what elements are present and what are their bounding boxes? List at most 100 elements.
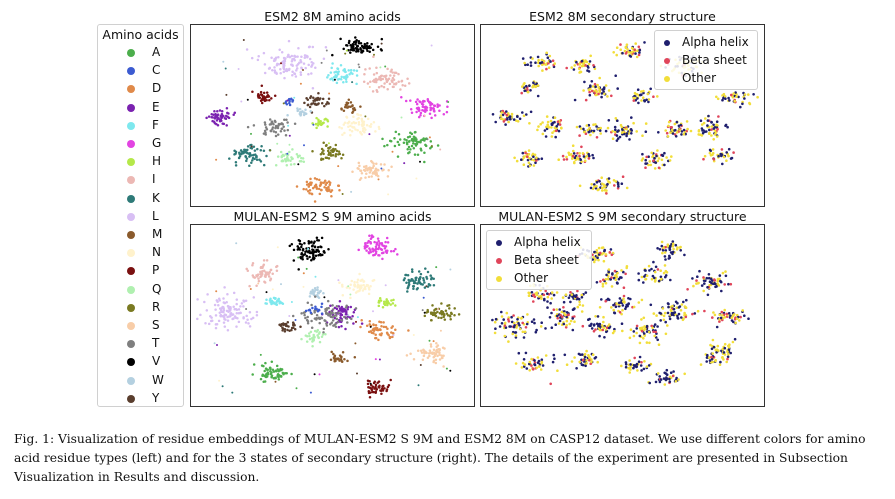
scatter-point-alpha-helix — [633, 364, 637, 368]
scatter-point-other — [595, 249, 599, 252]
scatter-point-g — [394, 247, 397, 251]
scatter-point-l — [240, 100, 243, 103]
scatter-point-alpha-helix — [604, 129, 608, 133]
scatter-point-i — [382, 74, 386, 78]
scatter-point-beta-sheet — [524, 326, 528, 329]
scatter-point-w — [309, 110, 312, 113]
scatter-point-alpha-helix — [739, 105, 742, 109]
scatter-point-alpha-helix — [563, 310, 566, 313]
scatter-point-g — [377, 244, 381, 247]
scatter-point-other — [598, 88, 601, 92]
scatter-point-d — [323, 186, 326, 189]
scatter-point-alpha-helix — [619, 301, 622, 304]
legend-item: P — [98, 262, 183, 280]
scatter-point-other — [661, 307, 665, 310]
scatter-point-other — [550, 126, 553, 129]
scatter-point-other — [590, 358, 593, 361]
scatter-point-s — [360, 172, 364, 175]
scatter-point-k — [262, 149, 266, 152]
scatter-point-alpha-helix — [534, 330, 538, 334]
scatter-point-c — [285, 102, 289, 106]
scatter-point-g — [430, 116, 433, 120]
scatter-point-alpha-helix — [656, 338, 659, 342]
scatter-point-y — [356, 372, 358, 375]
scatter-point-n — [361, 121, 365, 125]
scatter-point-k — [248, 164, 251, 167]
scatter-point-l — [226, 329, 230, 332]
scatter-point-v — [305, 254, 309, 258]
scatter-point-f — [355, 82, 358, 86]
scatter-point-s — [438, 353, 441, 357]
scatter-point-n — [302, 285, 305, 288]
scatter-point-beta-sheet — [637, 53, 641, 57]
scatter-point-r — [373, 53, 375, 56]
scatter-point-other — [542, 59, 546, 63]
scatter-point-n — [348, 286, 351, 290]
scatter-point-beta-sheet — [524, 151, 527, 155]
scatter-point-other — [514, 362, 518, 365]
scatter-point-other — [640, 99, 643, 102]
scatter-point-t — [426, 138, 429, 141]
scatter-point-n — [364, 287, 367, 291]
scatter-point-d — [387, 333, 390, 337]
scatter-point-other — [598, 76, 601, 80]
scatter-point-other — [632, 121, 635, 125]
scatter-point-other — [515, 119, 518, 122]
scatter-point-i — [406, 77, 409, 81]
scatter-point-other — [610, 306, 613, 309]
legend-label: I — [152, 172, 156, 187]
scatter-point-v — [449, 369, 452, 372]
scatter-point-g — [416, 98, 419, 101]
scatter-point-alpha-helix — [549, 60, 552, 63]
scatter-point-e — [219, 114, 223, 118]
scatter-point-r — [282, 102, 285, 105]
scatter-point-alpha-helix — [706, 293, 710, 297]
scatter-point-alpha-helix — [491, 113, 495, 116]
legend-marker — [127, 358, 135, 367]
scatter-plot-esm2-aa — [205, 36, 450, 203]
legend-item: Y — [98, 390, 183, 408]
scatter-point-other — [507, 340, 510, 343]
scatter-point-l — [232, 291, 236, 295]
scatter-point-other — [669, 305, 672, 309]
scatter-point-other — [674, 313, 677, 316]
scatter-point-y — [278, 323, 281, 326]
scatter-point-a — [415, 142, 419, 146]
scatter-point-d — [368, 319, 372, 323]
legend-label: P — [152, 263, 160, 278]
scatter-point-beta-sheet — [703, 309, 706, 313]
scatter-point-l — [311, 45, 315, 49]
scatter-point-beta-sheet — [532, 300, 535, 303]
scatter-point-v — [313, 256, 316, 260]
scatter-point-other — [710, 134, 713, 137]
scatter-point-alpha-helix — [590, 327, 594, 330]
scatter-point-a — [251, 373, 254, 376]
scatter-point-q — [285, 163, 289, 167]
scatter-point-other — [628, 359, 631, 362]
scatter-point-alpha-helix — [621, 304, 625, 307]
scatter-point-t — [264, 123, 267, 126]
scatter-point-alpha-helix — [583, 355, 587, 359]
scatter-point-alpha-helix — [558, 319, 562, 323]
scatter-point-a — [407, 145, 411, 149]
scatter-point-t — [282, 125, 285, 129]
scatter-point-alpha-helix — [668, 248, 672, 252]
scatter-point-other — [673, 122, 677, 126]
legend-item: M — [98, 226, 183, 244]
scatter-point-n — [365, 124, 369, 127]
scatter-point-n — [352, 288, 355, 291]
scatter-point-alpha-helix — [669, 278, 672, 282]
scatter-point-l — [251, 316, 255, 320]
scatter-point-f — [336, 67, 340, 71]
scatter-point-i — [382, 85, 386, 89]
scatter-point-n — [218, 379, 221, 382]
legend-marker — [127, 340, 135, 349]
scatter-point-beta-sheet — [520, 91, 523, 95]
scatter-point-g — [374, 252, 378, 255]
scatter-point-y — [292, 323, 295, 327]
scatter-point-alpha-helix — [529, 110, 533, 114]
scatter-point-n — [377, 125, 381, 129]
scatter-point-other — [528, 164, 532, 167]
scatter-point-i — [437, 308, 440, 311]
scatter-point-e — [211, 119, 214, 123]
